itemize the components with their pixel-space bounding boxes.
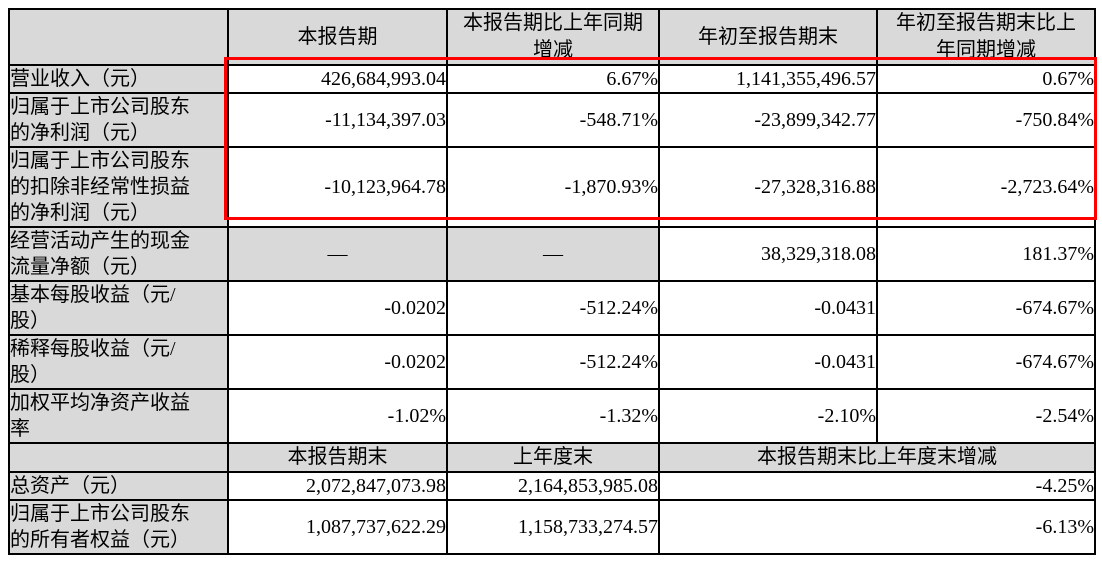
cell-value: -0.0202: [227, 280, 448, 336]
cell-value: -6.13%: [658, 499, 1096, 555]
col-header-ytd-yoy: 年初至报告期末比上 年同期增减: [876, 8, 1096, 66]
col-header-ytd: 年初至报告期末: [658, 8, 878, 66]
cell-value: -1,870.93%: [446, 146, 660, 228]
cell-value: -2.54%: [876, 388, 1096, 444]
cell-value: -2.10%: [658, 388, 878, 444]
cell-value: 181.37%: [876, 226, 1096, 282]
cell-value: -11,134,397.03: [227, 92, 448, 148]
table-row: 经营活动产生的现金 流量净额（元） — — 38,329,318.08 181.…: [8, 226, 1096, 282]
cell-value: -0.0202: [227, 334, 448, 390]
cell-value: 0.67%: [876, 64, 1096, 94]
cell-value: -512.24%: [446, 334, 660, 390]
row-label: 归属于上市公司股东 的净利润（元）: [8, 92, 229, 148]
table-row: 归属于上市公司股东 的净利润（元） -11,134,397.03 -548.71…: [8, 92, 1096, 148]
cell-value: -750.84%: [876, 92, 1096, 148]
financial-summary-table: 本报告期 本报告期比上年同期 增减 年初至报告期末 年初至报告期末比上 年同期增…: [8, 8, 1096, 555]
col-header-prior-year-end: 上年度末: [446, 442, 660, 473]
table-row: 营业收入（元） 426,684,993.04 6.67% 1,141,355,4…: [8, 64, 1096, 94]
col-header-current-period-yoy: 本报告期比上年同期 增减: [446, 8, 660, 66]
cell-value: 2,164,853,985.08: [446, 471, 660, 501]
cell-value: 2,072,847,073.98: [227, 471, 448, 501]
financial-summary-table-wrap: 本报告期 本报告期比上年同期 增减 年初至报告期末 年初至报告期末比上 年同期增…: [8, 8, 1096, 555]
row-label: 加权平均净资产收益 率: [8, 388, 229, 444]
cell-value: 1,087,737,622.29: [227, 499, 448, 555]
row-label: 总资产（元）: [8, 471, 229, 501]
row-label: 经营活动产生的现金 流量净额（元）: [8, 226, 229, 282]
cell-value: -0.0431: [658, 334, 878, 390]
col-header-period-end-change: 本报告期末比上年度末增减: [658, 442, 1096, 473]
table-row: 稀释每股收益（元/ 股） -0.0202 -512.24% -0.0431 -6…: [8, 334, 1096, 390]
cell-value: 1,158,733,274.57: [446, 499, 660, 555]
table-row: 基本每股收益（元/ 股） -0.0202 -512.24% -0.0431 -6…: [8, 280, 1096, 336]
corner-cell: [8, 8, 229, 66]
subcorner-cell: [8, 442, 229, 473]
cell-value: -4.25%: [658, 471, 1096, 501]
table-row: 归属于上市公司股东 的所有者权益（元） 1,087,737,622.29 1,1…: [8, 499, 1096, 555]
cell-value: 38,329,318.08: [658, 226, 878, 282]
row-label: 营业收入（元）: [8, 64, 229, 94]
cell-value: -2,723.64%: [876, 146, 1096, 228]
cell-value: -23,899,342.77: [658, 92, 878, 148]
cell-value: -10,123,964.78: [227, 146, 448, 228]
table-row: 加权平均净资产收益 率 -1.02% -1.32% -2.10% -2.54%: [8, 388, 1096, 444]
table-row: 总资产（元） 2,072,847,073.98 2,164,853,985.08…: [8, 471, 1096, 501]
cell-value: -27,328,316.88: [658, 146, 878, 228]
cell-value: -674.67%: [876, 280, 1096, 336]
header-row: 本报告期 本报告期比上年同期 增减 年初至报告期末 年初至报告期末比上 年同期增…: [8, 8, 1096, 66]
cell-value: 426,684,993.04: [227, 64, 448, 94]
cell-value: -0.0431: [658, 280, 878, 336]
row-label: 基本每股收益（元/ 股）: [8, 280, 229, 336]
cell-value: -512.24%: [446, 280, 660, 336]
cell-value: -548.71%: [446, 92, 660, 148]
table-row: 归属于上市公司股东 的扣除非经常性损益 的净利润（元） -10,123,964.…: [8, 146, 1096, 228]
cell-value: 1,141,355,496.57: [658, 64, 878, 94]
cell-value: -1.32%: [446, 388, 660, 444]
row-label: 归属于上市公司股东 的扣除非经常性损益 的净利润（元）: [8, 146, 229, 228]
cell-value-empty: —: [446, 226, 660, 282]
col-header-period-end: 本报告期末: [227, 442, 448, 473]
cell-value: -674.67%: [876, 334, 1096, 390]
cell-value: -1.02%: [227, 388, 448, 444]
cell-value: 6.67%: [446, 64, 660, 94]
subheader-row: 本报告期末 上年度末 本报告期末比上年度末增减: [8, 442, 1096, 473]
col-header-current-period: 本报告期: [227, 8, 448, 66]
cell-value-empty: —: [227, 226, 448, 282]
row-label: 稀释每股收益（元/ 股）: [8, 334, 229, 390]
row-label: 归属于上市公司股东 的所有者权益（元）: [8, 499, 229, 555]
